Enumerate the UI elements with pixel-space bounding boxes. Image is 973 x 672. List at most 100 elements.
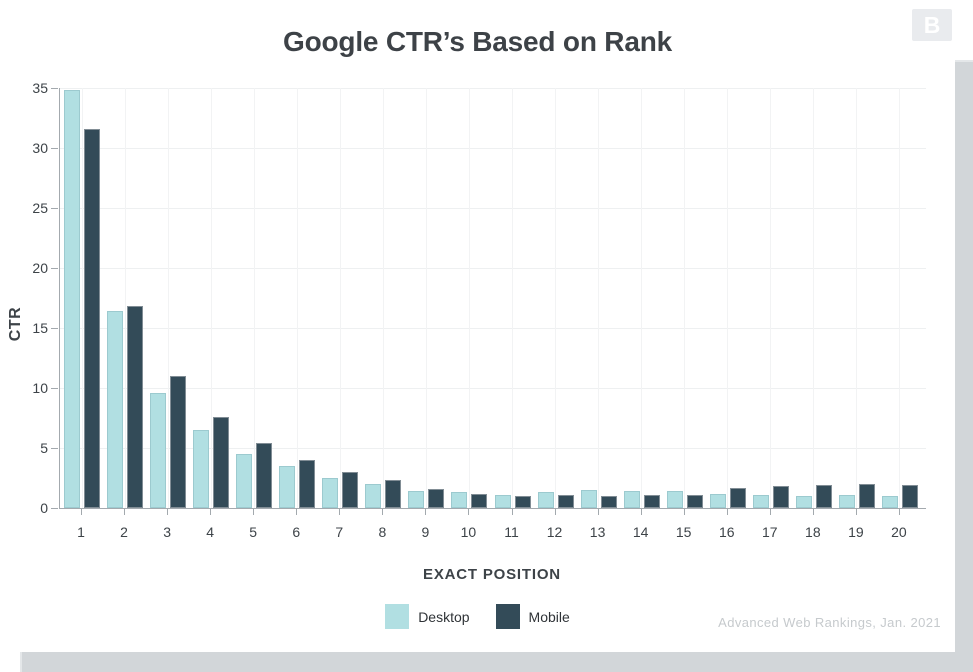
x-tick-16	[726, 509, 728, 515]
x-tick-1	[81, 509, 82, 515]
gridline-y-15	[60, 327, 926, 329]
bar-desktop-pos9	[408, 491, 425, 508]
gridline-x-13	[598, 88, 600, 508]
gridline-y-20	[60, 267, 926, 269]
y-tick-label-25: 25	[32, 200, 48, 216]
bar-mobile-pos20	[901, 485, 918, 508]
x-tick-15	[683, 509, 685, 515]
bar-mobile-pos14	[643, 494, 660, 508]
gridline-x-7	[339, 88, 341, 508]
gridline-x-17	[770, 88, 772, 508]
bar-desktop-pos2	[107, 311, 124, 508]
x-tick-9	[425, 509, 427, 515]
gridline-x-3	[167, 88, 169, 508]
chart-card: B Google CTR’s Based on Rank CTR 0 5 10 15 2…	[0, 9, 955, 630]
bar-mobile-pos1	[84, 128, 100, 508]
brand-logo: B	[912, 9, 952, 41]
x-tick-label-1: 1	[77, 524, 85, 540]
bar-desktop-pos3	[150, 392, 167, 508]
bar-desktop-pos8	[365, 484, 382, 508]
y-tick-0	[51, 508, 58, 509]
y-tick-5	[51, 448, 58, 449]
x-tick-13	[597, 509, 599, 515]
bar-mobile-pos4	[213, 416, 230, 508]
source-attribution: Advanced Web Rankings, Jan. 2021	[718, 615, 941, 630]
bar-mobile-pos11	[514, 496, 531, 508]
x-tick-label-17: 17	[762, 524, 778, 540]
gridline-y-25	[60, 207, 926, 209]
bar-mobile-pos10	[471, 493, 488, 508]
gridline-x-2	[124, 88, 126, 508]
x-tick-7	[339, 509, 341, 515]
x-tick-6	[296, 509, 298, 515]
x-tick-label-5: 5	[249, 524, 258, 540]
chart-title: Google CTR’s Based on Rank	[283, 26, 672, 57]
gridline-x-14	[641, 88, 643, 508]
bar-desktop-pos10	[451, 492, 468, 508]
x-tick-label-12: 12	[546, 524, 563, 540]
legend-item-desktop: Desktop	[385, 604, 470, 629]
bar-desktop-pos20	[881, 496, 898, 508]
x-tick-label-6: 6	[292, 524, 301, 540]
bar-desktop-pos5	[236, 454, 253, 508]
plot-area	[59, 87, 926, 509]
gridline-x-5	[253, 88, 255, 508]
x-tick-18	[812, 509, 814, 515]
bar-mobile-pos5	[256, 443, 273, 508]
legend: Desktop Mobile	[0, 604, 955, 629]
bar-desktop-pos1	[64, 90, 80, 508]
x-tick-label-7: 7	[335, 524, 344, 540]
x-axis-title: EXACT POSITION	[423, 566, 561, 583]
gridline-x-10	[468, 88, 470, 508]
brand-logo-letter: B	[923, 11, 941, 38]
x-tick-label-2: 2	[120, 524, 128, 540]
bar-mobile-pos2	[127, 306, 144, 508]
x-tick-label-3: 3	[163, 524, 171, 540]
bar-desktop-pos4	[193, 430, 210, 508]
legend-item-mobile: Mobile	[495, 604, 570, 629]
x-tick-14	[640, 509, 642, 515]
x-tick-label-13: 13	[589, 524, 606, 540]
bar-mobile-pos8	[385, 480, 402, 508]
bar-mobile-pos15	[686, 494, 703, 508]
bar-mobile-pos12	[557, 494, 574, 508]
y-tick-label-35: 35	[32, 80, 48, 96]
x-tick-label-4: 4	[206, 524, 215, 540]
y-tick-label-10: 10	[32, 380, 48, 396]
gridline-x-20	[899, 88, 901, 508]
bar-mobile-pos9	[428, 488, 445, 508]
gridline-x-11	[512, 88, 513, 508]
x-tick-10	[468, 509, 470, 515]
bar-mobile-pos18	[815, 485, 832, 508]
y-tick-label-20: 20	[32, 260, 48, 276]
x-tick-label-9: 9	[421, 524, 430, 540]
gridline-x-18	[813, 88, 815, 508]
x-tick-4	[210, 509, 212, 515]
gridline-x-6	[296, 88, 298, 508]
y-tick-label-30: 30	[32, 140, 48, 156]
gridline-x-12	[555, 88, 557, 508]
gridline-x-19	[856, 88, 858, 508]
bar-desktop-pos16	[709, 493, 726, 508]
x-tick-label-18: 18	[805, 524, 821, 540]
legend-label-mobile: Mobile	[528, 608, 570, 625]
y-tick-label-15: 15	[32, 320, 48, 336]
bar-mobile-pos17	[772, 486, 789, 508]
gridline-y-30	[60, 147, 926, 149]
x-tick-12	[554, 509, 556, 515]
x-tick-19	[855, 509, 857, 515]
bar-mobile-pos13	[600, 496, 617, 508]
x-tick-2	[124, 509, 126, 515]
gridline-x-4	[210, 88, 212, 508]
y-tick-20	[51, 268, 58, 269]
x-tick-8	[382, 509, 384, 515]
y-tick-label-5: 5	[40, 440, 48, 456]
bar-desktop-pos11	[494, 494, 511, 508]
bar-mobile-pos19	[858, 484, 875, 508]
y-tick-35	[51, 88, 58, 89]
bar-mobile-pos7	[342, 472, 359, 508]
y-tick-15	[51, 328, 58, 329]
gridline-x-16	[727, 88, 729, 508]
gridline-x-15	[684, 88, 686, 508]
legend-swatch-desktop	[385, 604, 410, 629]
